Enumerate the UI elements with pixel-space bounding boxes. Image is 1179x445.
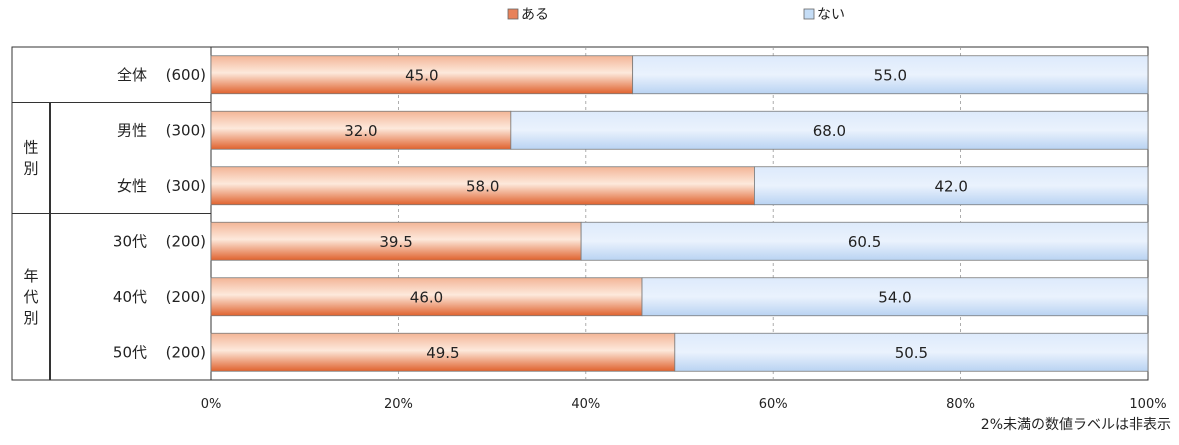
bar-2-row-6	[674, 332, 1149, 372]
plot-area	[210, 46, 1149, 381]
bar-2-row-3	[754, 166, 1149, 206]
value-label-1-row-6: 49.5	[426, 344, 459, 362]
x-tick-label-4: 60%	[759, 397, 788, 412]
row-label-3: 女性	[117, 177, 147, 195]
value-label-1-row-1: 45.0	[405, 66, 438, 84]
row-n-6: (200)	[166, 343, 206, 361]
legend-swatch-1	[507, 8, 519, 20]
group-label-char: 年	[23, 267, 38, 285]
bar-1-row-4	[210, 221, 582, 261]
row-n-3: (300)	[166, 177, 206, 195]
row-n-1: (600)	[166, 66, 206, 84]
legend: ある ない	[507, 7, 845, 23]
row-label-5: 40代	[113, 288, 147, 306]
x-tick-label-5: 80%	[946, 397, 975, 412]
group-label-1: 性別	[23, 139, 38, 178]
group-label-char: 別	[23, 309, 38, 327]
bar-1-row-5	[210, 277, 643, 317]
footnote: 2%未満の数値ラベルは非表示	[980, 417, 1171, 433]
value-label-1-row-3: 58.0	[466, 177, 499, 195]
bar-1-row-1	[210, 55, 634, 95]
group-label-char: 別	[23, 160, 38, 178]
value-label-1-row-2: 32.0	[344, 122, 377, 140]
x-tick-label-3: 40%	[571, 397, 600, 412]
row-n-4: (200)	[166, 232, 206, 250]
x-tick-label-6: 100%	[1129, 397, 1166, 412]
value-label-1-row-5: 46.0	[410, 288, 443, 306]
x-axis-ticks: 0% 20% 40% 60% 80% 100%	[201, 397, 1167, 412]
x-tick-label-2: 20%	[384, 397, 413, 412]
group-label-2: 年代別	[23, 267, 38, 327]
row-label-4: 30代	[113, 232, 147, 250]
group-label-char: 代	[23, 288, 38, 306]
bar-1-row-6	[210, 332, 676, 372]
gridlines	[210, 46, 1149, 381]
row-label-2: 男性	[117, 121, 147, 139]
value-label-2-row-5: 54.0	[878, 288, 911, 306]
row-n-2: (300)	[166, 121, 206, 139]
legend-label-1: ある	[521, 7, 549, 23]
value-label-2-row-1: 55.0	[874, 66, 907, 84]
row-label-6: 50代	[113, 343, 147, 361]
bar-2-row-5	[641, 277, 1149, 317]
value-label-2-row-4: 60.5	[848, 233, 881, 251]
value-label-2-row-2: 68.0	[813, 122, 846, 140]
bar-1-row-2	[210, 110, 512, 150]
value-label-1-row-4: 39.5	[379, 233, 412, 251]
bars: 45.0 55.0 32.0 68.0 58.0 42.0 39.5 60.5 46.0 54.0…	[210, 55, 1149, 372]
bar-2-row-4	[580, 221, 1149, 261]
row-label-1: 全体	[117, 66, 147, 84]
x-tick-label-1: 0%	[201, 397, 222, 412]
row-n-5: (200)	[166, 288, 206, 306]
bar-1-row-3	[210, 166, 755, 206]
value-label-2-row-3: 42.0	[935, 177, 968, 195]
bar-2-row-1	[632, 55, 1149, 95]
legend-swatch-2	[803, 8, 815, 20]
value-label-2-row-6: 50.5	[895, 344, 928, 362]
bar-2-row-2	[510, 110, 1149, 150]
legend-label-2: ない	[817, 7, 845, 23]
group-label-char: 性	[23, 139, 38, 157]
